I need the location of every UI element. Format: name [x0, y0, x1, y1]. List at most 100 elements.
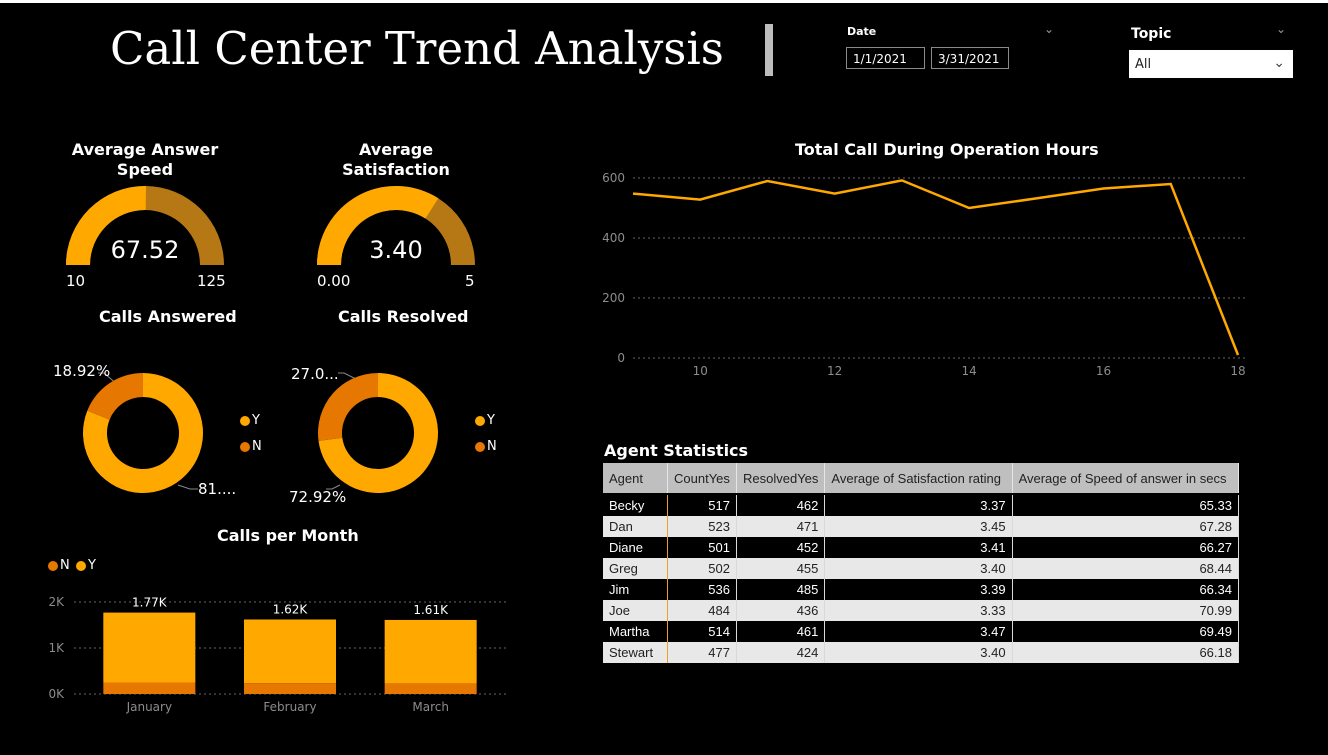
agent-table-body: Becky 517 462 3.37 65.33 Dan 523 471 3.4… — [603, 493, 1240, 663]
calls-resolved-title: Calls Resolved — [338, 307, 469, 326]
bar-y[interactable] — [244, 619, 336, 684]
cell-speed: 66.18 — [1012, 642, 1240, 663]
total-call-line-chart: 0 200 400 600 10 12 14 16 18 — [602, 171, 1246, 378]
cell-countyes: 536 — [667, 579, 737, 600]
answered-legend-y[interactable]: Y — [240, 413, 260, 428]
x-tick-label: 14 — [961, 364, 976, 378]
legend-n-dot-icon — [475, 441, 485, 452]
table-header-row: Agent CountYes ResolvedYes Average of Sa… — [603, 463, 1240, 494]
resolved-legend-y[interactable]: Y — [475, 413, 495, 428]
date-slicer-label: Date — [847, 25, 877, 38]
calls-resolved-donut[interactable] — [280, 355, 480, 515]
calls-per-month-chart: 0K 1K 2K 1.77K January 1.62K February 1.61K Marc… — [48, 595, 506, 714]
x-tick-label: 10 — [693, 364, 708, 378]
column-header-countyes[interactable]: CountYes — [667, 463, 737, 494]
answered-legend-n[interactable]: N — [240, 439, 262, 454]
date-end-input[interactable]: 3/31/2021 — [931, 47, 1009, 69]
leader-line — [326, 484, 341, 490]
legend-n-dot-icon — [240, 441, 250, 452]
resolved-y-label: 72.92% — [289, 488, 347, 506]
bar-n[interactable] — [103, 682, 196, 695]
cell-speed: 70.99 — [1012, 600, 1240, 621]
legend-y-dot-icon — [240, 415, 250, 426]
calls-answered-donut[interactable] — [40, 355, 240, 515]
legend-n-label: N — [252, 439, 262, 454]
cell-countyes: 517 — [667, 493, 737, 516]
cell-agent: Dan — [603, 516, 668, 537]
calls-per-month-title: Calls per Month — [217, 526, 359, 545]
agent-stats-title: Agent Statistics — [604, 441, 749, 460]
month-legend-y[interactable]: Y — [76, 558, 96, 573]
cell-resolvedyes: 436 — [736, 600, 826, 621]
x-tick-label: March — [412, 700, 449, 714]
y-tick-label: 200 — [602, 291, 625, 305]
legend-n-label: N — [60, 558, 70, 573]
bar-y[interactable] — [384, 619, 477, 684]
x-tick-label: 12 — [827, 364, 842, 378]
cell-resolvedyes: 455 — [736, 558, 826, 579]
donut-slice-n[interactable] — [318, 373, 378, 441]
x-tick-label: 18 — [1230, 364, 1245, 378]
cell-satisfaction: 3.40 — [824, 558, 1013, 579]
cell-speed: 67.28 — [1012, 516, 1240, 537]
calls-answered-title: Calls Answered — [99, 307, 237, 326]
table-row: Greg 502 455 3.40 68.44 — [603, 558, 1240, 579]
cell-countyes: 514 — [667, 621, 737, 642]
resolved-n-label: 27.0... — [291, 365, 339, 383]
table-row: Joe 484 436 3.33 70.99 — [603, 600, 1240, 621]
table-row: Dan 523 471 3.45 67.28 — [603, 516, 1240, 537]
cell-speed: 66.34 — [1012, 579, 1240, 600]
donut-slice-y[interactable] — [318, 373, 438, 494]
bar-n[interactable] — [384, 683, 477, 694]
topic-collapse-icon[interactable]: ⌄ — [1276, 22, 1287, 36]
agent-stats-table: Agent CountYes ResolvedYes Average of Sa… — [603, 463, 1240, 663]
answer-speed-gauge — [66, 186, 224, 265]
answer-speed-value: 67.52 — [110, 236, 180, 264]
y-tick-label: 600 — [602, 171, 625, 185]
column-header-satisfaction[interactable]: Average of Satisfaction rating — [824, 463, 1013, 494]
answer-speed-max: 125 — [197, 272, 226, 290]
cell-resolvedyes: 485 — [736, 579, 826, 600]
date-chevron-icon[interactable]: ⌄ — [1044, 22, 1055, 36]
donut-slice-n[interactable] — [87, 373, 143, 420]
title-divider — [765, 24, 773, 76]
cell-countyes: 477 — [667, 642, 737, 663]
donut-slice-y[interactable] — [82, 373, 204, 493]
column-header-speed[interactable]: Average of Speed of answer in secs — [1012, 463, 1240, 494]
legend-y-label: Y — [487, 413, 495, 428]
cell-resolvedyes: 462 — [736, 493, 826, 516]
resolved-legend-n[interactable]: N — [475, 439, 497, 454]
date-start-input[interactable]: 1/1/2021 — [846, 47, 925, 69]
cell-agent: Martha — [603, 621, 668, 642]
cell-agent: Diane — [603, 537, 668, 558]
cell-satisfaction: 3.33 — [824, 600, 1013, 621]
cell-agent: Joe — [603, 600, 668, 621]
series-line — [632, 179, 1240, 356]
table-row: Jim 536 485 3.39 66.34 — [603, 579, 1240, 600]
leader-line — [338, 372, 357, 380]
leader-line — [177, 484, 198, 490]
column-header-resolvedyes[interactable]: ResolvedYes — [736, 463, 826, 494]
bar-y[interactable] — [103, 612, 196, 683]
cell-agent: Stewart — [603, 642, 668, 663]
cell-satisfaction: 3.37 — [824, 493, 1013, 516]
cell-agent: Greg — [603, 558, 668, 579]
month-legend-n[interactable]: N — [48, 558, 70, 573]
table-row: Stewart 477 424 3.40 66.18 — [603, 642, 1240, 663]
satisfaction-value: 3.40 — [369, 236, 423, 264]
satisfaction-title: Average Satisfaction — [342, 140, 450, 179]
cell-countyes: 484 — [667, 600, 737, 621]
legend-y-dot-icon — [76, 560, 86, 571]
topic-dropdown[interactable]: All ⌄ — [1129, 50, 1293, 78]
answer-speed-title: Average Answer Speed — [71, 140, 219, 179]
column-header-agent[interactable]: Agent — [603, 463, 668, 494]
chevron-down-icon: ⌄ — [1273, 55, 1285, 71]
y-tick-label: 2K — [48, 595, 65, 609]
gauge-fill — [66, 186, 146, 265]
bar-n[interactable] — [244, 683, 336, 694]
table-row: Becky 517 462 3.37 65.33 — [603, 493, 1240, 516]
cell-resolvedyes: 424 — [736, 642, 826, 663]
legend-y-label: Y — [88, 558, 96, 573]
cell-resolvedyes: 471 — [736, 516, 826, 537]
legend-y-label: Y — [252, 413, 260, 428]
